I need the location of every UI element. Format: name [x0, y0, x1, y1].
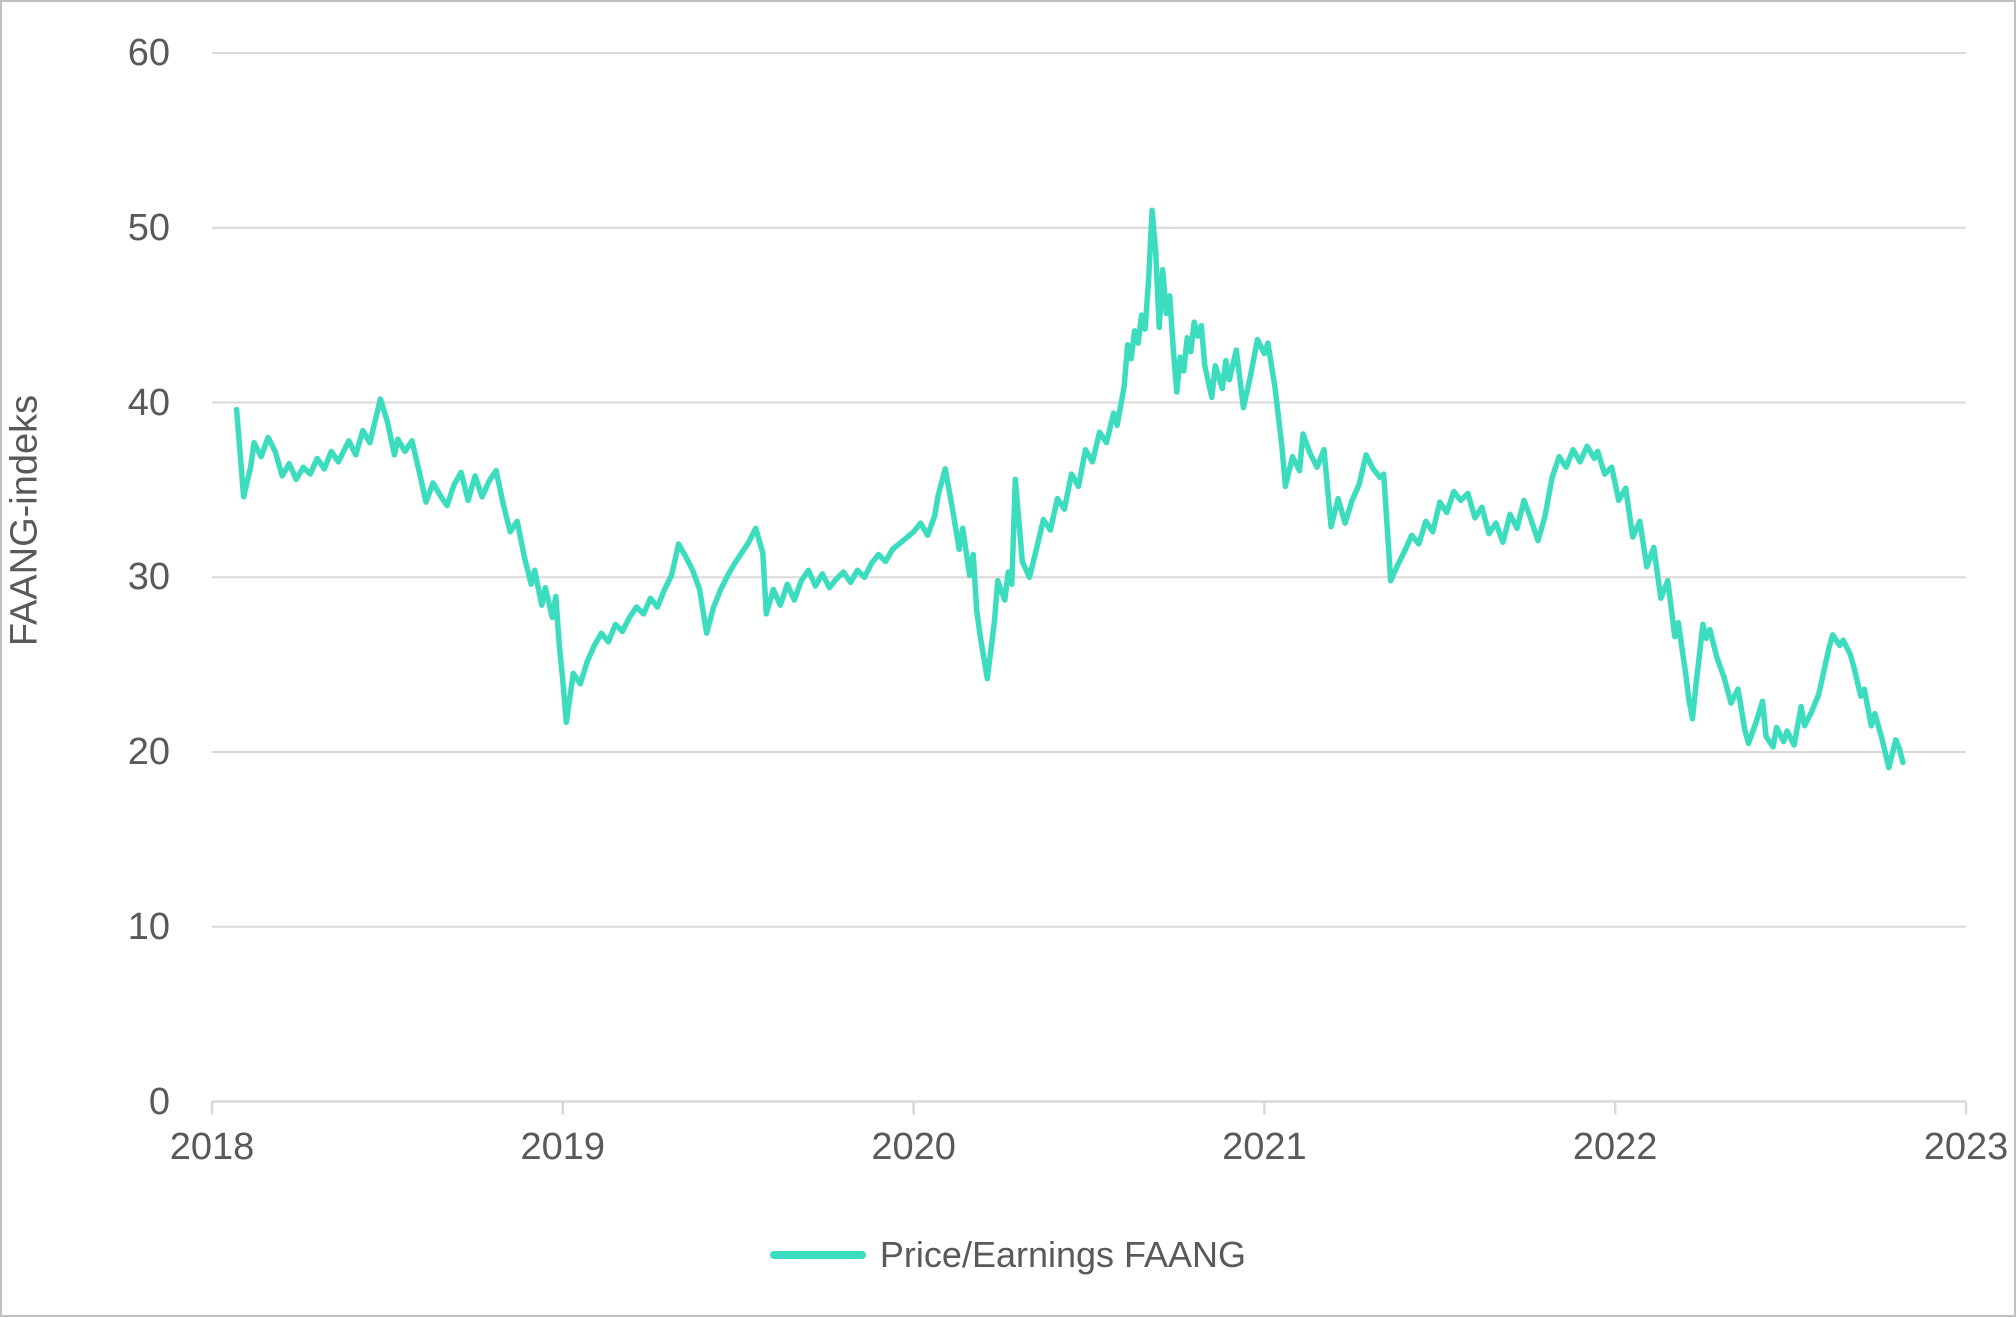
y-tick-label: 10 [127, 905, 170, 948]
x-tick-label: 2021 [1222, 1125, 1307, 1168]
y-axis-title: FAANG-indeks [3, 394, 46, 647]
x-tick-label: 2023 [1923, 1125, 2009, 1168]
y-tick-label: 0 [148, 1080, 170, 1123]
x-tick-label: 2022 [1572, 1125, 1658, 1168]
x-tick-label: 2020 [871, 1125, 956, 1168]
y-tick-label: 50 [127, 206, 170, 249]
gridlines [212, 52, 1966, 1103]
y-tick-label: 30 [127, 556, 170, 599]
y-tick-label: 60 [127, 32, 170, 74]
x-axis-ticks [210, 1101, 1968, 1115]
legend-label: Price/Earnings FAANG [879, 1234, 1247, 1275]
y-tick-label: 20 [127, 731, 170, 773]
legend: Price/Earnings FAANG [2, 1230, 2014, 1280]
x-tick-label: 2019 [520, 1125, 606, 1168]
x-tick-label: 2018 [169, 1125, 255, 1168]
y-tick-label: 40 [127, 381, 170, 424]
legend-line-swatch [769, 1251, 866, 1259]
series-line-price-earnings-faang [233, 207, 1906, 771]
